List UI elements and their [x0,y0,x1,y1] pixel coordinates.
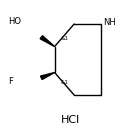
Polygon shape [41,72,55,80]
Text: HCl: HCl [60,115,80,125]
Text: &1: &1 [60,36,68,41]
Text: HO: HO [8,17,21,26]
Text: &1: &1 [60,80,68,85]
Text: NH: NH [104,18,116,27]
Text: F: F [8,77,13,86]
Polygon shape [40,36,55,47]
